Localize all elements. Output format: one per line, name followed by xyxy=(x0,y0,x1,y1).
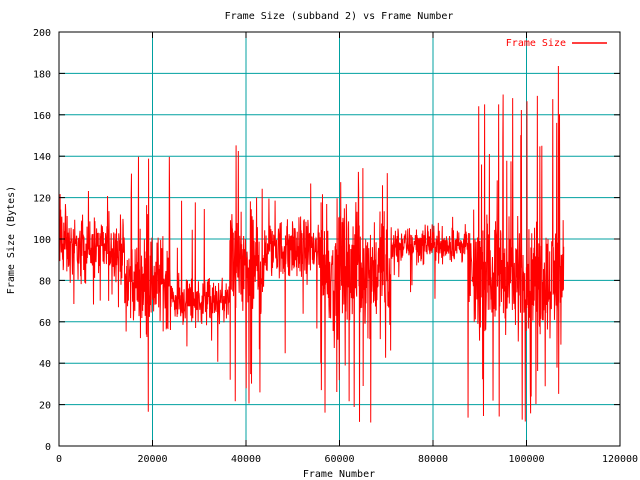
x-tick-label: 120000 xyxy=(602,454,638,465)
y-tick-label: 180 xyxy=(33,69,51,80)
axis-ticks xyxy=(58,31,621,447)
y-tick-label: 40 xyxy=(39,359,51,370)
x-tick-label: 20000 xyxy=(137,454,167,465)
legend-label-frame-size: Frame Size xyxy=(506,38,566,49)
x-tick-label: 40000 xyxy=(231,454,261,465)
y-tick-label: 200 xyxy=(33,28,51,39)
x-tick-label: 60000 xyxy=(324,454,354,465)
y-tick-label: 80 xyxy=(39,276,51,287)
x-tick-label: 100000 xyxy=(508,454,544,465)
y-axis-label: Frame Size (Bytes) xyxy=(6,186,17,294)
y-tick-label: 100 xyxy=(33,235,51,246)
y-tick-label: 120 xyxy=(33,194,51,205)
y-tick-label: 20 xyxy=(39,401,51,412)
chart-title: Frame Size (subband 2) vs Frame Number xyxy=(225,11,454,22)
y-tick-label: 0 xyxy=(45,442,51,453)
x-axis-label: Frame Number xyxy=(303,469,375,480)
y-tick-label: 160 xyxy=(33,111,51,122)
y-tick-label: 60 xyxy=(39,318,51,329)
legend: Frame Size xyxy=(506,38,607,49)
x-tick-label: 0 xyxy=(56,454,62,465)
series-line-frame-size xyxy=(58,65,565,423)
y-tick-label: 140 xyxy=(33,152,51,163)
axis-tick-labels: 0 20000 40000 60000 80000 100000 120000 0 20 40 60… xyxy=(33,28,638,465)
x-tick-label: 80000 xyxy=(418,454,448,465)
series-frame-size xyxy=(58,65,565,423)
